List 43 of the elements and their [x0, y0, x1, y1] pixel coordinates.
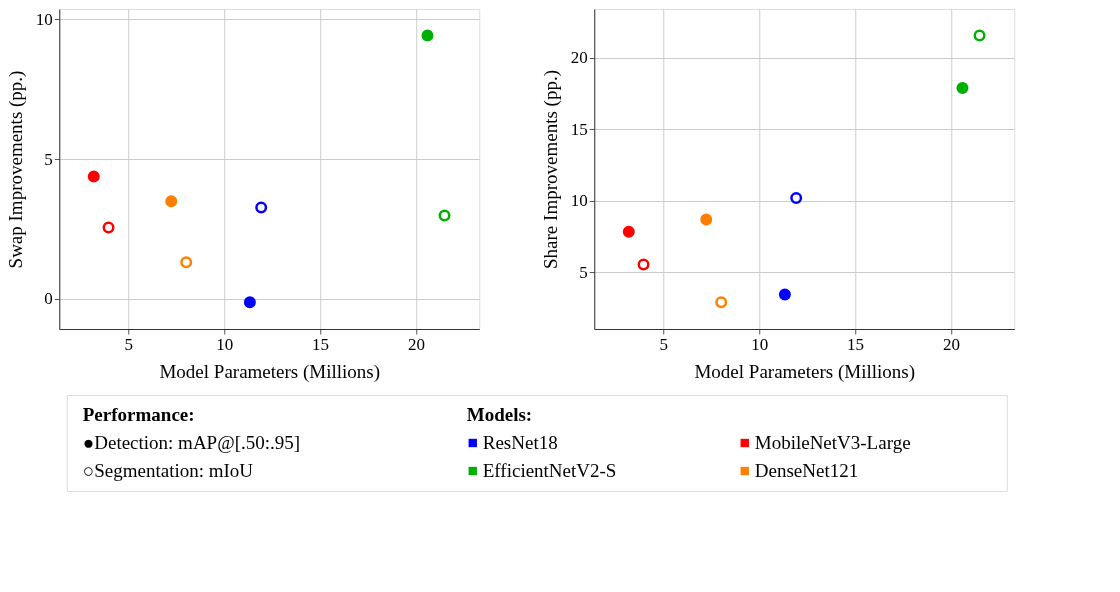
x-tick-label: 10: [751, 334, 769, 354]
text: Performance:: [82, 404, 195, 425]
point: [165, 195, 178, 208]
point: [102, 221, 115, 234]
point: [973, 29, 986, 42]
legend-label: DenseNet121: [754, 460, 859, 481]
legend-label: EfficientNetV2-S: [482, 460, 617, 481]
y-tick-label: 10: [570, 191, 588, 211]
point: [700, 213, 713, 226]
x-tick-label: 5: [659, 334, 669, 354]
y-tick-label: 5: [579, 262, 588, 282]
y-tick-label: 20: [570, 48, 588, 68]
point: [87, 170, 100, 183]
text: ○Segmentation: mIoU: [82, 460, 254, 481]
point: [243, 296, 256, 309]
x-axis-title: Model Parameters (Millions): [694, 360, 916, 383]
legend-title: Models:: [466, 404, 533, 425]
y-axis-title: Share Improvements (pp.): [539, 70, 562, 269]
x-axis-title: Model Parameters (Millions): [159, 360, 381, 383]
point: [956, 81, 969, 94]
point: [637, 258, 650, 271]
x-tick-label: 20: [942, 334, 960, 354]
x-tick-label: 5: [124, 334, 134, 354]
x-tick-label: 15: [312, 334, 330, 354]
x-tick-label: 10: [216, 334, 234, 354]
point: [438, 209, 451, 222]
point: [778, 288, 791, 301]
x-tick-label: 20: [407, 334, 425, 354]
y-tick-label: 5: [44, 149, 53, 169]
y-tick-label: 10: [35, 9, 53, 29]
point: [715, 296, 728, 309]
legend-label: ResNet18: [482, 432, 558, 453]
legend-label: MobileNetV3-Large: [754, 432, 911, 453]
y-tick-label: 15: [570, 119, 588, 139]
point: [255, 201, 268, 214]
text: ●Detection: mAP@[.50:.95]: [82, 432, 301, 453]
y-tick-label: 0: [44, 289, 53, 309]
point: [180, 256, 193, 269]
x-tick-label: 15: [847, 334, 865, 354]
point: [622, 225, 635, 238]
y-axis-title: Swap Improvements (pp.): [4, 70, 27, 269]
point: [790, 191, 803, 204]
point: [421, 29, 434, 42]
